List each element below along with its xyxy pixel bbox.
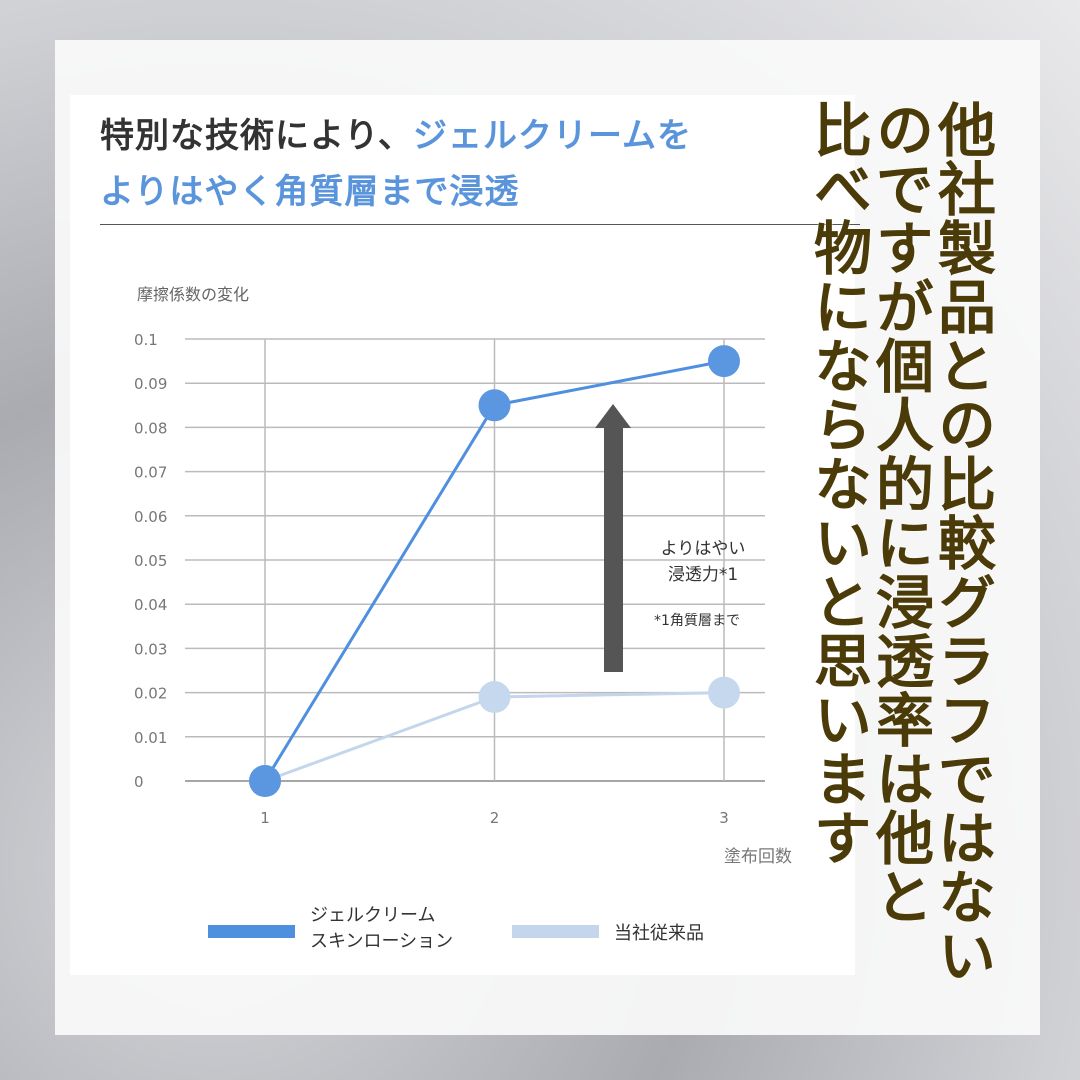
annotation-line1: よりはやい [661, 539, 746, 559]
data-point-0 [478, 389, 511, 422]
data-point-1 [708, 676, 740, 709]
overlay-text-col3: 比べ物にならないと思います [804, 100, 872, 867]
arrow-shaft [604, 425, 623, 672]
overlay-text-col1: 他社製品との比較グラフではない [928, 100, 996, 985]
title-divider [100, 224, 860, 225]
legend-label-0: ジェルクリーム [310, 905, 435, 926]
title-part1: 特別な技術により、 [100, 116, 413, 156]
y-tick-label: 0.05 [134, 552, 167, 570]
legend-swatch-1 [512, 925, 599, 938]
y-tick-label: 0.03 [134, 640, 167, 658]
legend-swatch-0 [208, 925, 295, 938]
y-tick-label: 0.06 [134, 508, 167, 526]
x-axis-label: 塗布回数 [724, 846, 792, 867]
legend-label-1: 当社従来品 [614, 923, 704, 944]
overlay-text-col2: のですが個人的に浸透率は他と [866, 100, 934, 926]
y-tick-label: 0.09 [134, 375, 167, 393]
legend-label-0: スキンローション [310, 931, 453, 952]
y-tick-label: 0.02 [134, 685, 167, 703]
title-highlight-line2: よりはやく角質層まで浸透 [100, 172, 520, 212]
y-tick-label: 0.07 [134, 464, 167, 482]
y-tick-label: 0.04 [134, 596, 167, 614]
y-tick-label: 0.01 [134, 729, 167, 747]
data-point-1 [478, 681, 511, 714]
chart-title: 特別な技術により、ジェルクリームを よりはやく角質層まで浸透 [100, 108, 692, 220]
data-point-0 [708, 345, 740, 378]
annotation-line2: 浸透力*1 [668, 565, 738, 585]
y-tick-label: 0.1 [134, 331, 158, 349]
title-highlight: ジェルクリームを [412, 116, 692, 156]
annotation-footnote: *1角質層まで [654, 613, 740, 629]
y-tick-label: 0 [134, 773, 144, 791]
y-tick-label: 0.08 [134, 419, 167, 437]
y-axis-label: 摩擦係数の変化 [137, 285, 249, 304]
arrow-head [595, 404, 631, 428]
x-tick-label: 1 [260, 809, 270, 827]
x-tick-label: 2 [490, 809, 500, 827]
x-tick-label: 3 [719, 809, 729, 827]
data-point-0 [249, 765, 281, 797]
